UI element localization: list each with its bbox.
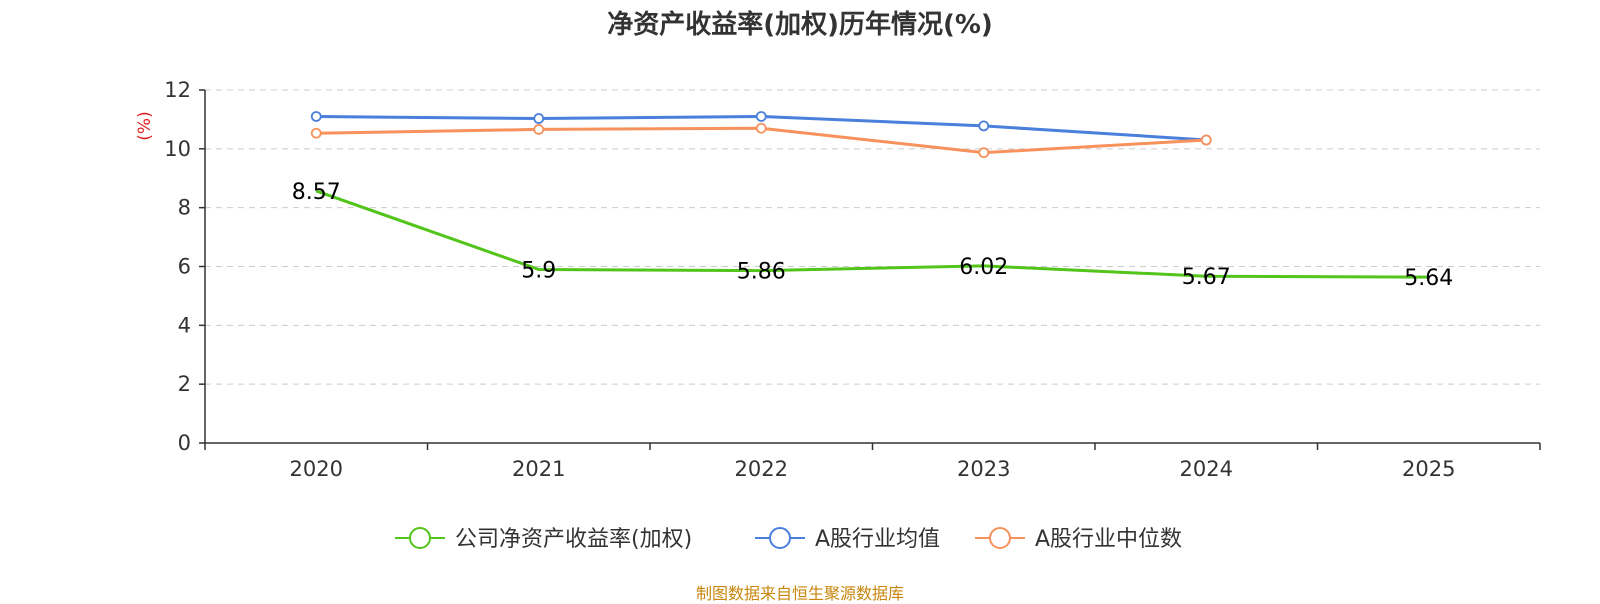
y-tick-label: 12 xyxy=(164,78,191,102)
y-tick-label: 0 xyxy=(178,431,191,455)
axis-layer: 0 2 4 6 8 10 12 (%) 2020 2021 2022 2023 2024 2025 xyxy=(135,78,1541,481)
series-point-2 xyxy=(310,127,322,139)
x-tick-label: 2022 xyxy=(735,457,788,481)
y-axis-label: (%) xyxy=(135,111,155,140)
y-tick-label: 2 xyxy=(178,372,191,396)
chart-title: 净资产收益率(加权)历年情况(%) xyxy=(607,10,993,40)
x-tick-label: 2023 xyxy=(957,457,1010,481)
series-point-2 xyxy=(533,124,545,135)
legend-swatch-circle xyxy=(409,527,431,549)
y-tick-label: 4 xyxy=(178,313,191,337)
x-tick-label: 2025 xyxy=(1402,457,1455,481)
data-label: 8.57 xyxy=(292,180,341,205)
grid-layer xyxy=(205,89,1540,385)
legend-item: 公司净资产收益率(加权) xyxy=(395,527,692,552)
data-label: 5.64 xyxy=(1404,266,1453,291)
legend-swatch-circle xyxy=(989,527,1011,549)
legend-label: A股行业中位数 xyxy=(1035,527,1182,552)
source-note: 制图数据来自恒生聚源数据库 xyxy=(695,584,904,603)
y-tick-label: 10 xyxy=(164,137,191,161)
data-label: 5.86 xyxy=(737,260,786,285)
data-label: 5.67 xyxy=(1182,265,1231,290)
series-point-1 xyxy=(755,111,767,122)
series-line-0 xyxy=(315,189,1429,279)
legend-item: A股行业中位数 xyxy=(975,527,1182,552)
legend-layer: 公司净资产收益率(加权) A股行业均值 A股行业中位数 xyxy=(395,527,1182,552)
legend-label: A股行业均值 xyxy=(815,527,940,552)
series-point-2 xyxy=(1200,134,1212,146)
data-label: 6.02 xyxy=(959,255,1008,280)
series-layer xyxy=(310,111,1429,279)
series-point-2 xyxy=(755,122,767,134)
y-tick-label: 8 xyxy=(178,196,191,220)
series-point-1 xyxy=(310,111,322,122)
series-point-1 xyxy=(978,120,990,132)
series-point-1 xyxy=(533,113,545,124)
x-tick-label: 2024 xyxy=(1180,457,1233,481)
x-tick-label: 2020 xyxy=(290,457,343,481)
legend-swatch-circle xyxy=(769,527,791,549)
series-point-2 xyxy=(978,147,990,159)
label-layer: 8.57 5.9 5.86 6.02 5.67 5.64 xyxy=(292,180,1453,291)
legend-label: 公司净资产收益率(加权) xyxy=(455,527,692,552)
y-tick-label: 6 xyxy=(178,255,191,279)
legend-item: A股行业均值 xyxy=(755,527,940,552)
x-tick-label: 2021 xyxy=(512,457,565,481)
data-label: 5.9 xyxy=(521,258,556,283)
